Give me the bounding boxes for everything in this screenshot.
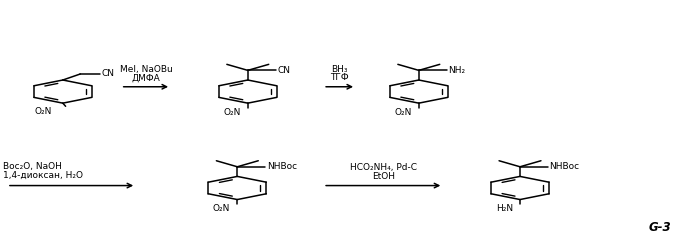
Text: ТГФ: ТГФ [330,74,349,82]
Text: CN: CN [101,69,114,79]
Text: BH₃: BH₃ [332,65,348,74]
Text: MeI, NaOBu: MeI, NaOBu [119,65,172,74]
Text: Boc₂O, NaOH: Boc₂O, NaOH [3,162,62,171]
Text: HCO₂NH₄, Pd-C: HCO₂NH₄, Pd-C [350,163,417,172]
Text: G-3: G-3 [648,221,671,234]
Text: EtOH: EtOH [372,172,394,181]
Text: NHBoc: NHBoc [267,162,297,171]
Text: ДМФА: ДМФА [131,74,161,82]
Text: H₂N: H₂N [496,204,513,213]
Text: CN: CN [277,66,290,75]
Text: NHBoc: NHBoc [549,162,579,171]
Text: 1,4-диоксан, H₂O: 1,4-диоксан, H₂O [3,171,84,180]
Text: O₂N: O₂N [223,108,241,117]
Text: O₂N: O₂N [213,204,230,213]
Text: O₂N: O₂N [34,107,52,116]
Text: O₂N: O₂N [394,108,412,117]
Text: NH₂: NH₂ [448,66,466,75]
